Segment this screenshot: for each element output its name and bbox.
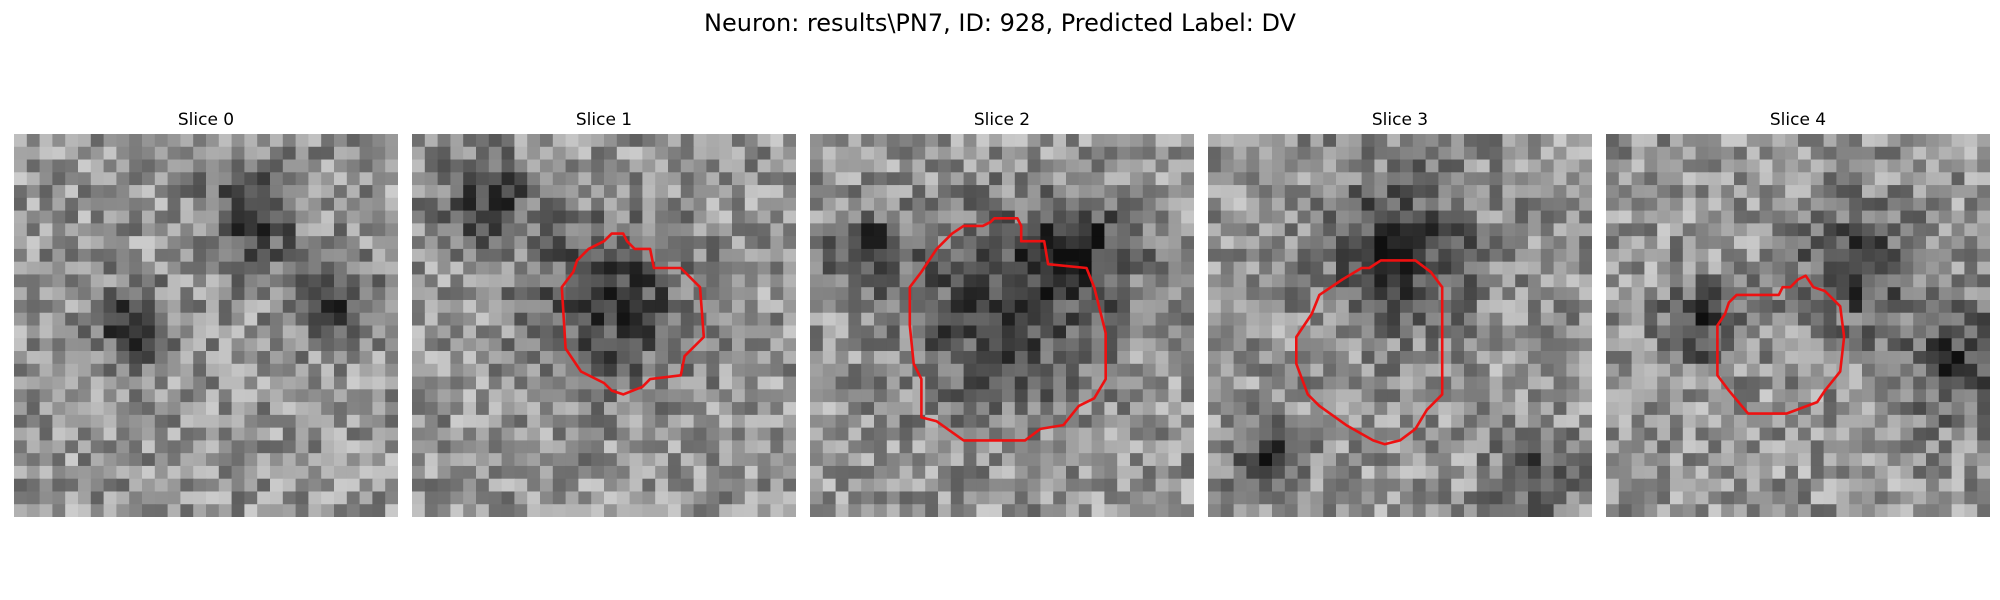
slice-title-3: Slice 3 bbox=[1371, 110, 1429, 130]
pixel-grid bbox=[1208, 134, 1592, 517]
figure-title: Neuron: results\PN7, ID: 928, Predicted … bbox=[704, 9, 1296, 37]
pixel-grid bbox=[1606, 134, 1990, 517]
segmentation-contour bbox=[1295, 259, 1444, 446]
slice-title-0: Slice 0 bbox=[177, 110, 235, 130]
pixel-grid bbox=[412, 134, 796, 517]
slice-title-2: Slice 2 bbox=[973, 110, 1031, 130]
slice-image-3 bbox=[1208, 134, 1592, 517]
segmentation-contour bbox=[560, 232, 706, 396]
slice-image-1 bbox=[412, 134, 796, 517]
pixel-grid bbox=[14, 134, 398, 517]
slice-image-2 bbox=[810, 134, 1194, 517]
segmentation-contour bbox=[908, 217, 1108, 442]
slice-image-0 bbox=[14, 134, 398, 517]
pixel-grid bbox=[810, 134, 1194, 517]
slice-title-1: Slice 1 bbox=[575, 110, 633, 130]
segmentation-contour bbox=[1716, 274, 1846, 415]
slice-image-4 bbox=[1606, 134, 1990, 517]
slice-title-4: Slice 4 bbox=[1769, 110, 1827, 130]
